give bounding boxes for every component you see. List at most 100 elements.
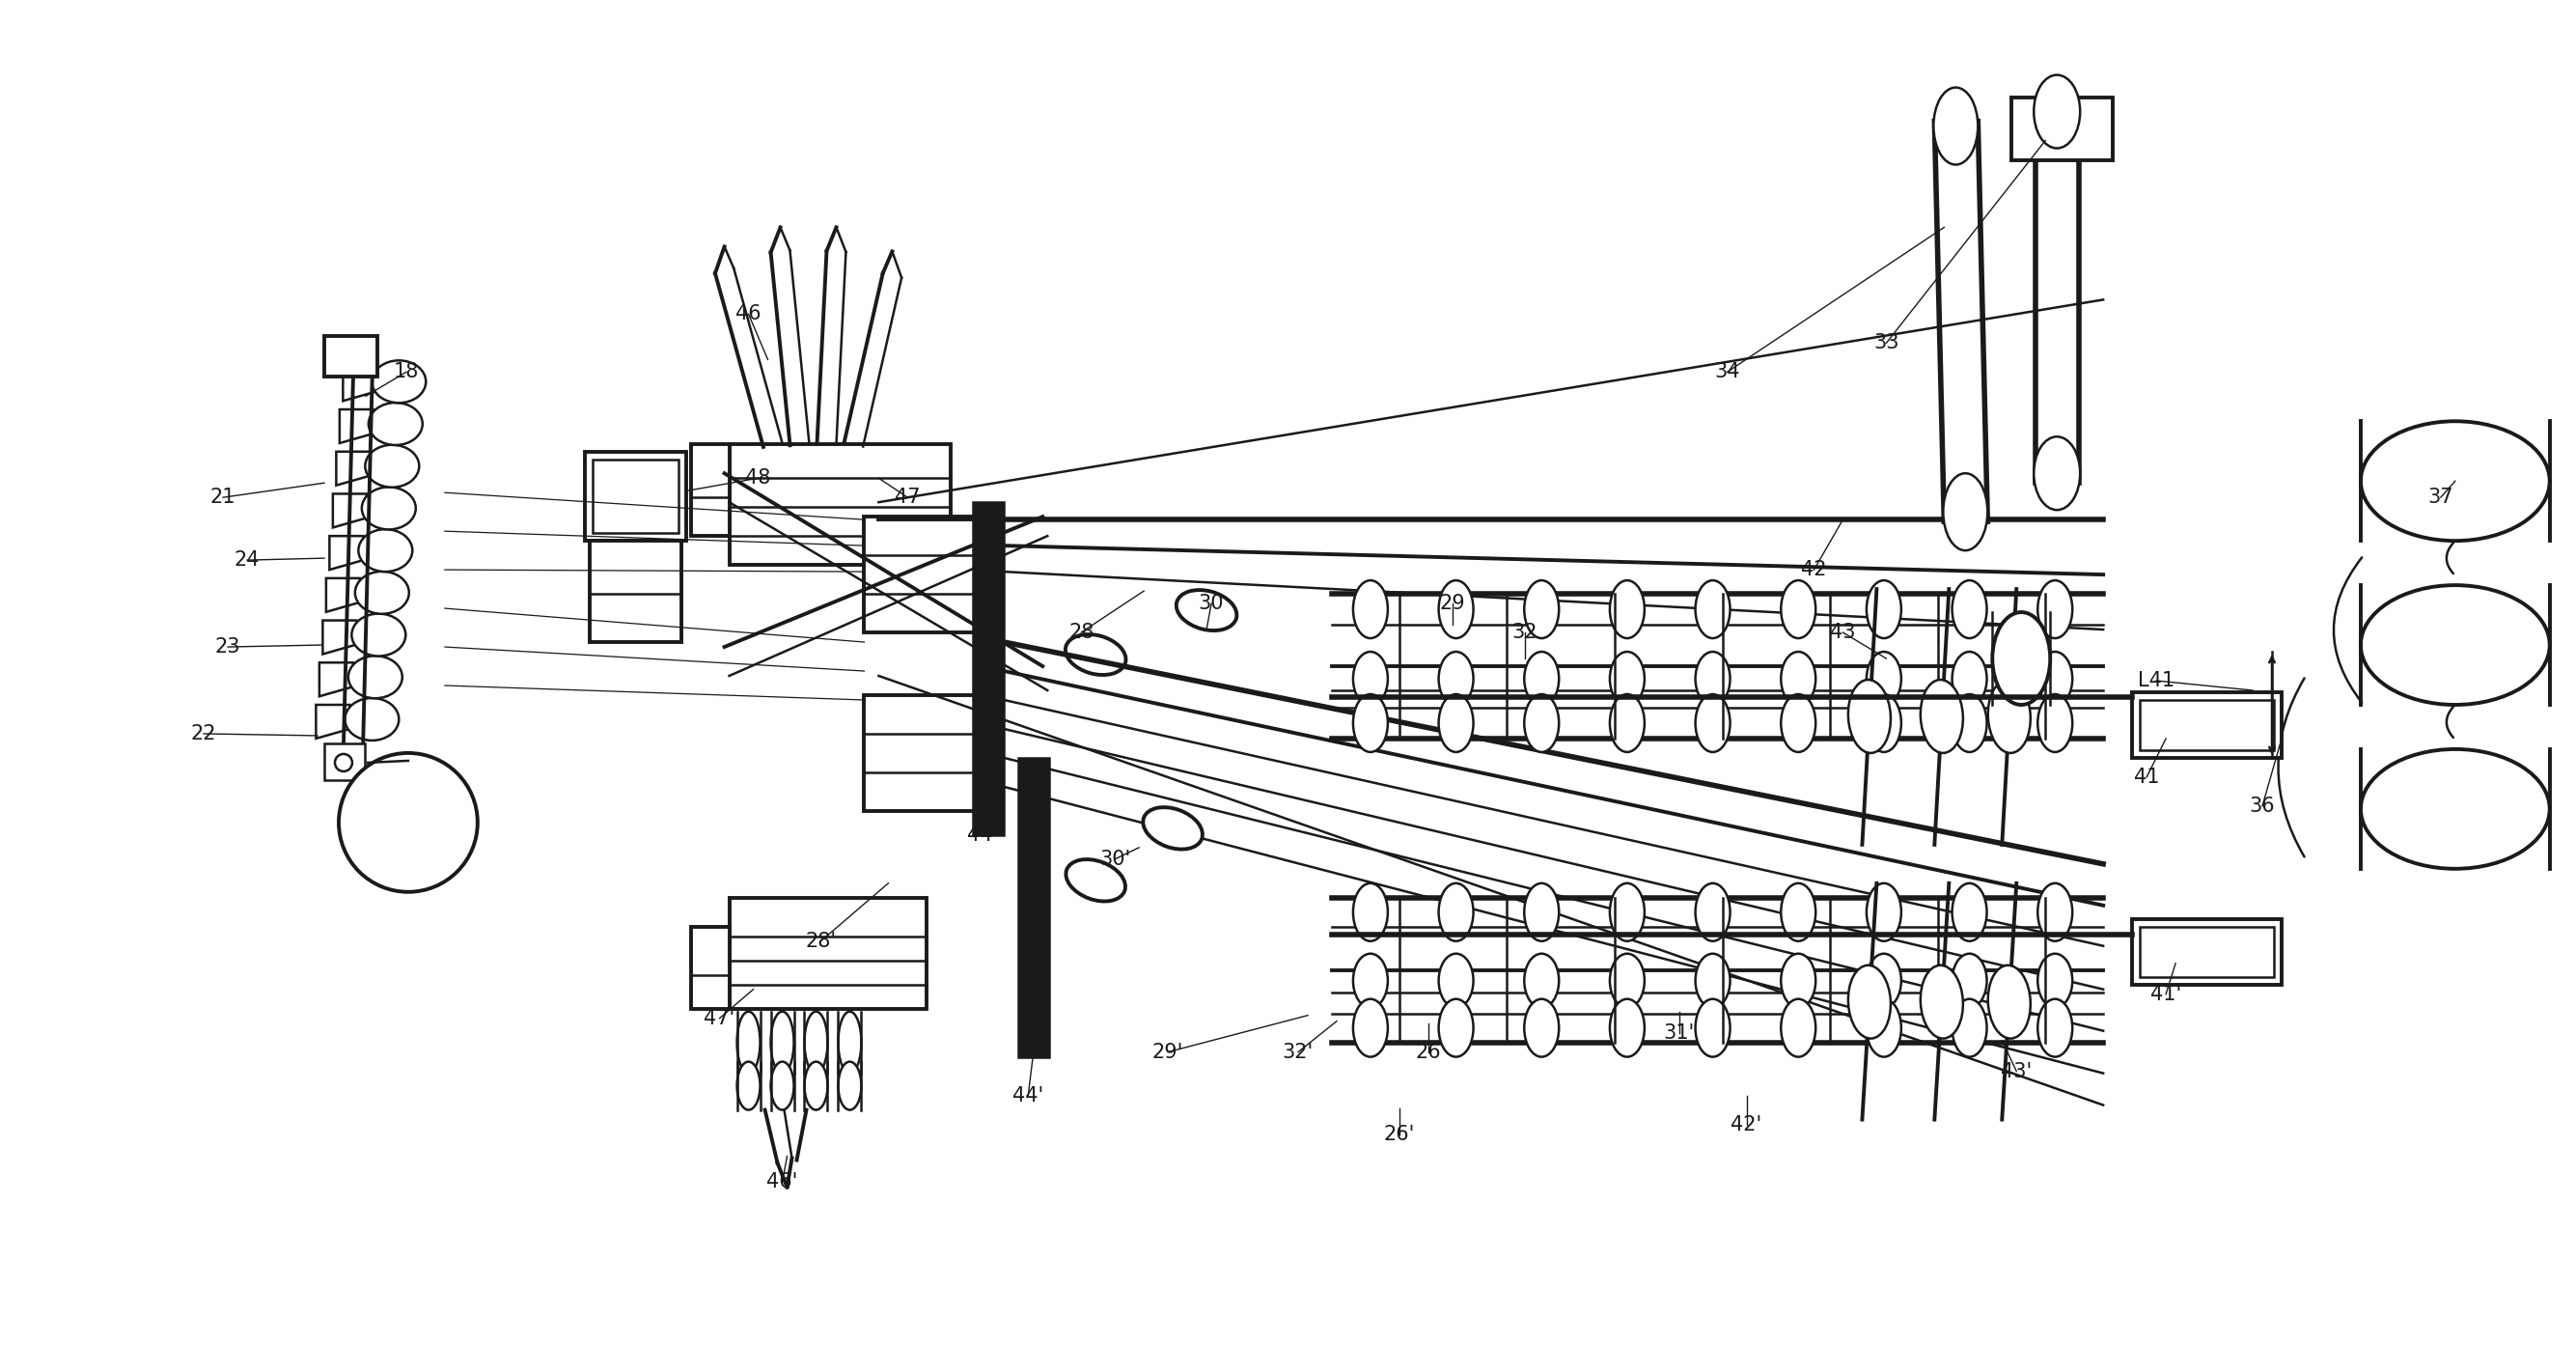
Text: 33: 33 <box>1873 333 1899 352</box>
Text: L41: L41 <box>2138 670 2174 691</box>
Circle shape <box>335 754 353 772</box>
Ellipse shape <box>1352 694 1388 753</box>
Bar <box>690 444 729 536</box>
Ellipse shape <box>1352 999 1388 1057</box>
Ellipse shape <box>1610 954 1643 1008</box>
Text: 18: 18 <box>394 362 420 381</box>
Text: 32': 32' <box>1283 1042 1314 1061</box>
Ellipse shape <box>804 1012 827 1073</box>
Text: 29: 29 <box>1440 594 1466 613</box>
FancyArrowPatch shape <box>2334 558 2362 703</box>
Ellipse shape <box>1437 883 1473 941</box>
Ellipse shape <box>1144 808 1203 849</box>
Ellipse shape <box>2035 75 2079 148</box>
Ellipse shape <box>1695 999 1731 1057</box>
Text: 44': 44' <box>1012 1086 1043 1105</box>
Ellipse shape <box>1847 680 1891 753</box>
Ellipse shape <box>1525 999 1558 1057</box>
Polygon shape <box>322 621 355 654</box>
Ellipse shape <box>1868 694 1901 753</box>
Ellipse shape <box>2038 999 2071 1057</box>
Text: 21: 21 <box>211 488 237 507</box>
Ellipse shape <box>1437 999 1473 1057</box>
Ellipse shape <box>1780 954 1816 1008</box>
Ellipse shape <box>837 1061 860 1111</box>
Bar <box>590 540 680 642</box>
Ellipse shape <box>804 1061 827 1111</box>
Ellipse shape <box>1610 694 1643 753</box>
Text: 28': 28' <box>806 931 837 950</box>
Ellipse shape <box>1868 954 1901 1008</box>
Ellipse shape <box>1953 694 1986 753</box>
Ellipse shape <box>1695 694 1731 753</box>
Circle shape <box>337 753 477 893</box>
Ellipse shape <box>368 403 422 446</box>
Text: 44: 44 <box>966 825 992 845</box>
Ellipse shape <box>2035 436 2079 510</box>
Ellipse shape <box>1695 651 1731 706</box>
Text: 37: 37 <box>2429 488 2452 507</box>
Ellipse shape <box>1780 999 1816 1057</box>
Ellipse shape <box>1989 680 2030 753</box>
Text: 22: 22 <box>191 724 216 743</box>
Ellipse shape <box>1953 954 1986 1008</box>
Ellipse shape <box>1437 580 1473 639</box>
Ellipse shape <box>770 1061 793 1111</box>
Polygon shape <box>327 579 361 611</box>
Ellipse shape <box>1868 580 1901 639</box>
Ellipse shape <box>1780 651 1816 706</box>
Polygon shape <box>337 451 371 485</box>
Ellipse shape <box>1525 694 1558 753</box>
Text: 48: 48 <box>744 469 770 488</box>
Bar <box>325 743 366 780</box>
Text: 43': 43' <box>2002 1061 2032 1080</box>
Ellipse shape <box>1780 883 1816 941</box>
Ellipse shape <box>1953 651 1986 706</box>
Ellipse shape <box>1922 680 1963 753</box>
Bar <box>592 459 677 533</box>
Text: 47: 47 <box>894 488 920 507</box>
Ellipse shape <box>1868 883 1901 941</box>
Ellipse shape <box>1868 651 1901 706</box>
Bar <box>2141 701 2275 750</box>
Ellipse shape <box>361 487 415 529</box>
Ellipse shape <box>1953 999 1986 1057</box>
Polygon shape <box>343 367 376 400</box>
Ellipse shape <box>737 1012 760 1073</box>
Ellipse shape <box>1953 883 1986 941</box>
Ellipse shape <box>1695 883 1731 941</box>
Ellipse shape <box>1525 883 1558 941</box>
Text: 26': 26' <box>1383 1124 1414 1143</box>
Bar <box>2133 692 2282 758</box>
Bar <box>2133 919 2282 984</box>
Ellipse shape <box>1610 651 1643 706</box>
Bar <box>2141 927 2275 976</box>
Polygon shape <box>317 705 350 739</box>
Ellipse shape <box>371 361 425 403</box>
Ellipse shape <box>2360 585 2550 705</box>
Ellipse shape <box>1066 635 1126 675</box>
Text: 32: 32 <box>1512 622 1538 642</box>
Ellipse shape <box>353 614 404 657</box>
Ellipse shape <box>1352 954 1388 1008</box>
Text: 23: 23 <box>214 638 240 657</box>
Ellipse shape <box>1525 580 1558 639</box>
Text: 31': 31' <box>1664 1023 1695 1042</box>
Bar <box>1018 758 1048 1057</box>
Text: 29': 29' <box>1151 1042 1182 1061</box>
Bar <box>729 898 927 1009</box>
Ellipse shape <box>1610 580 1643 639</box>
Bar <box>863 695 976 810</box>
Text: 26: 26 <box>1414 1042 1440 1061</box>
Ellipse shape <box>2360 749 2550 869</box>
Text: 42': 42' <box>1731 1115 1762 1134</box>
Ellipse shape <box>2038 651 2071 706</box>
Text: 47': 47' <box>703 1009 734 1028</box>
Ellipse shape <box>837 1012 860 1073</box>
Bar <box>863 517 976 632</box>
Ellipse shape <box>1935 88 1978 165</box>
Ellipse shape <box>1989 965 2030 1038</box>
Text: 28: 28 <box>1069 622 1095 642</box>
Ellipse shape <box>1177 590 1236 631</box>
Text: 34: 34 <box>1716 362 1739 381</box>
